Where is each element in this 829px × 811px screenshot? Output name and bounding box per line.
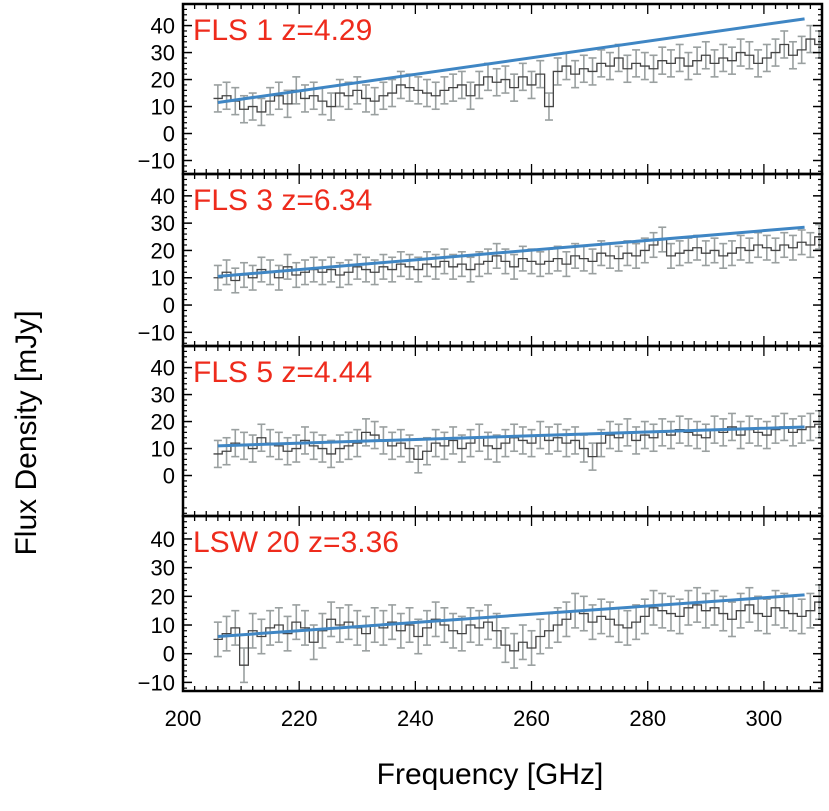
y-tick-label: 30 — [151, 41, 175, 66]
panel-title: LSW 20 z=3.36 — [193, 526, 399, 559]
fit-line — [217, 425, 805, 448]
fit-line — [217, 17, 805, 104]
y-tick-label: −10 — [138, 670, 175, 695]
panel-data-group — [213, 409, 822, 474]
y-tick-label: 10 — [151, 266, 175, 291]
x-tick-label: 260 — [513, 706, 550, 731]
y-tick-label: 10 — [151, 95, 175, 120]
y-tick-label: 10 — [151, 437, 175, 462]
y-tick-label: 20 — [151, 410, 175, 435]
panel-data-group — [213, 584, 822, 684]
y-tick-label: 0 — [163, 642, 175, 667]
y-tick-label: 20 — [151, 238, 175, 263]
panel-title: FLS 3 z=6.34 — [193, 184, 372, 217]
panel-title: FLS 1 z=4.29 — [193, 14, 372, 47]
panel-frame — [181, 514, 824, 693]
x-axis-title: Frequency [GHz] — [377, 758, 604, 791]
y-tick-label: 40 — [151, 527, 175, 552]
y-tick-label: 40 — [151, 356, 175, 381]
panel-title: FLS 5 z=4.44 — [193, 356, 372, 389]
x-tick-label: 200 — [165, 706, 202, 731]
y-tick-label: 40 — [151, 184, 175, 209]
spectrum-line — [213, 236, 822, 282]
y-tick-label: 30 — [151, 383, 175, 408]
spectrum-line — [213, 423, 822, 460]
y-tick-label: 20 — [151, 584, 175, 609]
fit-line — [217, 225, 805, 278]
spectrum-line — [213, 38, 822, 113]
y-tick-label: 0 — [163, 122, 175, 147]
y-tick-label: 10 — [151, 613, 175, 638]
y-tick-label: 0 — [163, 464, 175, 489]
x-tick-label: 240 — [397, 706, 434, 731]
y-tick-label: 40 — [151, 14, 175, 39]
x-tick-label: 280 — [629, 706, 666, 731]
y-tick-label: −10 — [138, 149, 175, 174]
panel-data-group — [213, 223, 822, 294]
y-tick-label: 0 — [163, 293, 175, 318]
y-tick-label: −10 — [138, 320, 175, 345]
x-tick-label: 300 — [746, 706, 783, 731]
y-tick-label: 30 — [151, 211, 175, 236]
panel-data-group — [213, 17, 822, 127]
y-tick-label: 20 — [151, 68, 175, 93]
panel-4: −10 0 10 20 30 40 LSW 20 z=3.36 — [138, 514, 824, 695]
x-tick-label: 220 — [281, 706, 318, 731]
fit-line — [217, 593, 805, 638]
y-axis-title: Flux Density [mJy] — [10, 310, 43, 555]
y-tick-label: 30 — [151, 556, 175, 581]
